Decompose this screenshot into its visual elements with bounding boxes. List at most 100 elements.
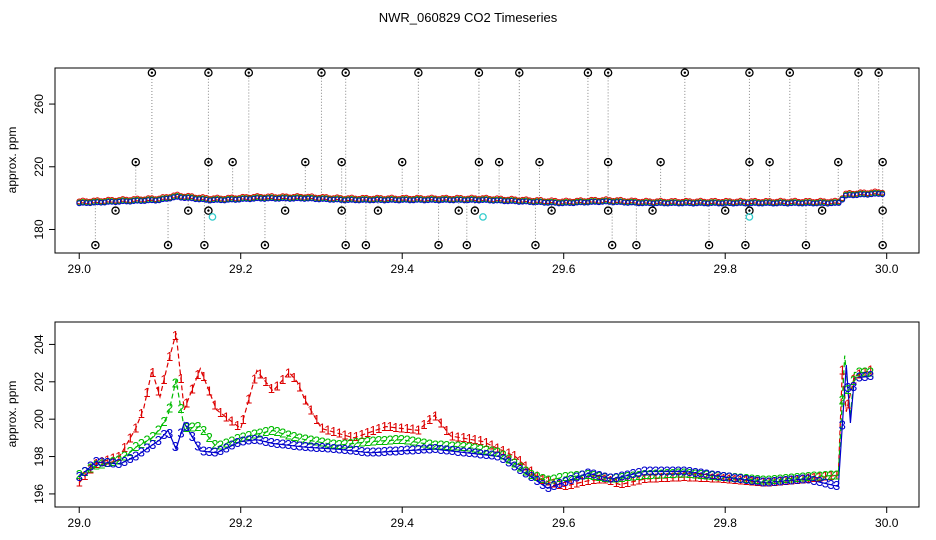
series-marker-3: 3 (618, 469, 625, 484)
series-marker-2: 2 (765, 473, 772, 488)
series-marker-2: 2 (104, 455, 111, 470)
spike-point (373, 206, 383, 215)
baseline-point-blue (759, 200, 766, 207)
series-marker-2: 2 (160, 414, 167, 429)
series-marker-1: 1 (285, 365, 292, 380)
series-marker-1: 1 (545, 474, 552, 489)
series-marker-2: 2 (607, 471, 614, 486)
baseline-point-blue (228, 196, 235, 203)
spike-point-dot (497, 160, 501, 164)
series-marker-1: 1 (624, 475, 631, 490)
series-marker-3: 3 (398, 443, 405, 458)
spike-point-dot (187, 209, 190, 212)
x-tick-label: 29.6 (552, 262, 576, 276)
series-marker-3: 3 (573, 470, 580, 485)
series-marker-3: 3 (273, 436, 280, 451)
spike-point-dot (635, 243, 638, 247)
spike-point (656, 157, 665, 167)
x-tick-label: 29.2 (229, 516, 253, 530)
series-marker-2: 2 (505, 452, 512, 467)
series-marker-2: 2 (228, 433, 235, 448)
spike-point (785, 68, 795, 77)
series-marker-2: 2 (313, 434, 320, 449)
baseline-point-blue (755, 200, 762, 207)
spike-point (147, 68, 157, 77)
baseline-point-blue (472, 197, 479, 204)
series-marker-2: 2 (579, 468, 586, 483)
spike-point-dot (417, 71, 420, 74)
baseline-point-blue (566, 200, 573, 207)
series-marker-2: 2 (324, 436, 331, 451)
spike-point (260, 240, 270, 250)
series-marker-2: 2 (630, 469, 637, 484)
series-marker-3: 3 (856, 370, 863, 385)
series-marker-3: 3 (375, 444, 382, 459)
spike-point-dot (748, 209, 751, 212)
baseline-point-blue (799, 200, 806, 207)
baseline-point-blue (276, 195, 282, 202)
x-tick-label: 29.4 (391, 262, 415, 276)
baseline-point-blue (192, 196, 199, 203)
series-marker-2: 2 (652, 467, 659, 482)
series-marker-3: 3 (104, 455, 111, 470)
baseline-point-blue (432, 197, 439, 204)
series-marker-2: 2 (290, 429, 297, 444)
baseline-point-blue (268, 195, 275, 202)
series-marker-1: 1 (217, 405, 224, 420)
spike-point (434, 240, 443, 250)
baseline-point-blue (250, 195, 257, 202)
series-marker-1: 1 (245, 392, 252, 407)
series-marker-3: 3 (392, 443, 399, 458)
top-plot-axes: 29.0 29.2 29.4 29.6 29.8 30.0 180 220 260 (32, 94, 899, 276)
series-marker-2: 2 (494, 445, 501, 460)
series-marker-1: 1 (370, 423, 377, 438)
series-marker-3: 3 (211, 445, 218, 460)
series-marker-1: 1 (567, 477, 574, 492)
series-marker-1: 1 (646, 471, 653, 486)
chart-title: NWR_060829 CO2 Timeseries (379, 10, 558, 25)
baseline-point-blue (334, 196, 341, 203)
series-marker-1: 1 (364, 425, 371, 440)
baseline-point-blue (254, 195, 261, 202)
spike-point-dot (114, 209, 117, 212)
series-marker-2: 2 (709, 468, 716, 483)
baseline-point-blue (148, 197, 155, 204)
baseline-point-blue (537, 199, 544, 206)
series-marker-3: 3 (364, 445, 371, 460)
series-marker-2: 2 (613, 471, 620, 486)
series-marker-3: 3 (415, 442, 422, 457)
series-marker-3: 3 (409, 442, 416, 457)
top-y-axis-label: approx. ppm (5, 127, 19, 194)
spike-point (878, 157, 887, 167)
series-marker-2: 2 (273, 424, 280, 439)
spike-point-dot (134, 160, 137, 164)
spike-point (317, 68, 326, 77)
series-marker-1: 1 (703, 470, 710, 485)
series-marker-1: 1 (477, 433, 484, 448)
series-marker-1: 1 (771, 474, 778, 489)
series-marker-1: 1 (861, 365, 868, 380)
baseline-point-blue (577, 199, 584, 206)
series-marker-3: 3 (669, 463, 676, 478)
series-marker-2: 2 (511, 455, 518, 470)
series-marker-1: 1 (234, 418, 241, 433)
series-marker-1: 1 (409, 422, 416, 437)
series-marker-3: 3 (370, 445, 377, 460)
series-marker-3: 3 (403, 443, 410, 458)
series-marker-2: 2 (149, 429, 156, 444)
spike-point-dot (401, 160, 404, 164)
series-marker-1: 1 (115, 449, 122, 464)
spike-point (397, 157, 407, 167)
series-marker-2: 2 (641, 467, 648, 482)
baseline-point-blue (486, 197, 493, 204)
series-marker-1: 1 (166, 349, 173, 364)
series-marker-1: 1 (680, 469, 687, 484)
spike-point-dot (857, 71, 860, 74)
series-marker-1: 1 (206, 383, 213, 398)
series-marker-3: 3 (234, 435, 241, 450)
baseline-point-blue (777, 200, 784, 206)
series-marker-2: 2 (443, 438, 450, 453)
series-marker-3: 3 (223, 440, 230, 455)
baseline-point-blue (570, 200, 577, 207)
series-marker-3: 3 (279, 437, 286, 452)
